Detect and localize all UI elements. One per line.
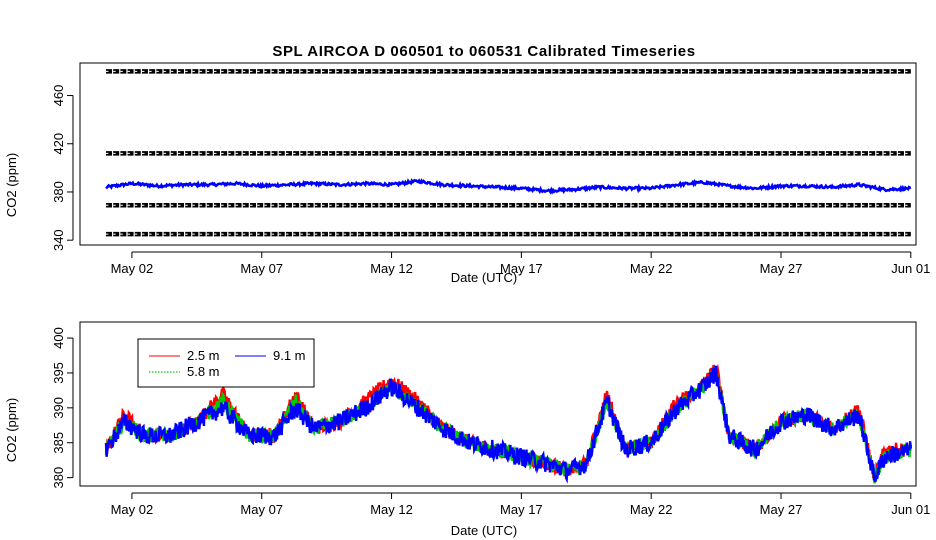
x-tick-label: May 12	[370, 502, 413, 517]
top-plot-data	[105, 69, 912, 237]
x-tick-label: May 27	[760, 502, 803, 517]
series-line-9-1-m	[105, 178, 912, 195]
y-tick-label: 380	[51, 467, 66, 489]
bottom-y-axis-label: CO2 (ppm)	[4, 398, 19, 462]
top-y-axis-label: CO2 (ppm)	[4, 153, 19, 217]
y-tick-label: 395	[51, 362, 66, 384]
x-tick-label: May 22	[630, 261, 673, 276]
series-line-5-8-m	[104, 369, 912, 484]
top-axes: May 02 May 07 May 12 May 17 May 22 May 27 Jun …	[51, 85, 930, 276]
series-line-9-1-m	[104, 365, 912, 484]
bottom-plot-frame	[79, 321, 917, 487]
x-tick-label: May 07	[240, 261, 283, 276]
chart-title: SPL AIRCOA D 060501 to 060531 Calibrated…	[272, 43, 695, 60]
legend-label-5-8m: 5.8 m	[187, 364, 220, 379]
bottom-plot-data	[104, 363, 912, 484]
x-tick-label: May 22	[630, 502, 673, 517]
x-tick-label: Jun 01	[891, 261, 930, 276]
legend-box	[137, 338, 315, 388]
top-plot-frame	[79, 62, 917, 246]
x-tick-label: May 17	[500, 502, 543, 517]
bottom-panel: May 02 May 07 May 12 May 17 May 22 May 27 Jun …	[4, 321, 930, 538]
y-tick-label: 385	[51, 432, 66, 454]
y-tick-label: 390	[51, 397, 66, 419]
top-panel: May 02 May 07 May 12 May 17 May 22 May 27 Jun …	[4, 62, 930, 285]
x-tick-label: May 02	[111, 261, 154, 276]
legend: 2.5 m 5.8 m 9.1 m	[137, 338, 315, 388]
x-tick-label: May 02	[111, 502, 154, 517]
top-x-axis-label: Date (UTC)	[451, 270, 517, 285]
y-tick-label: 460	[51, 85, 66, 107]
x-tick-label: May 12	[370, 261, 413, 276]
y-tick-label: 340	[51, 229, 66, 251]
legend-label-9-1m: 9.1 m	[273, 348, 306, 363]
x-tick-label: May 07	[240, 502, 283, 517]
y-tick-label: 400	[51, 327, 66, 349]
x-tick-label: May 27	[760, 261, 803, 276]
bottom-axes: May 02 May 07 May 12 May 17 May 22 May 27 Jun …	[51, 327, 930, 517]
y-tick-label: 380	[51, 181, 66, 203]
x-tick-label: May 17	[500, 261, 543, 276]
bottom-x-axis-label: Date (UTC)	[451, 523, 517, 538]
y-tick-label: 420	[51, 133, 66, 155]
legend-label-2-5m: 2.5 m	[187, 348, 220, 363]
x-tick-label: Jun 01	[891, 502, 930, 517]
